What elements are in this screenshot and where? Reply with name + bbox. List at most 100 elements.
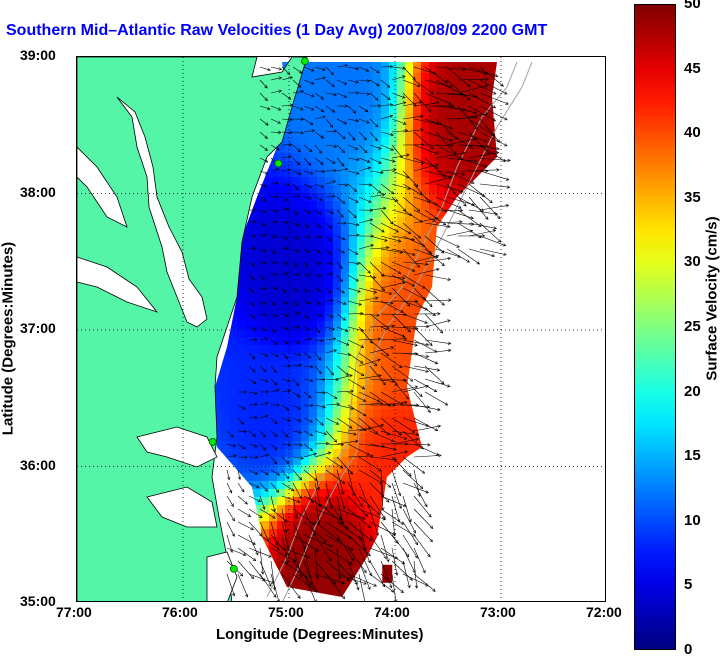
velocity-cell [309,73,318,82]
velocity-cell [525,241,534,250]
velocity-cell [405,409,414,418]
velocity-cell [365,433,374,442]
velocity-cell [269,185,278,194]
velocity-arrow [347,131,356,141]
velocity-cell [557,489,566,498]
velocity-cell [229,481,238,490]
velocity-cell [517,241,526,250]
velocity-cell [301,321,310,330]
velocity-cell [541,521,550,530]
velocity-cell [269,201,278,210]
velocity-cell [301,593,310,597]
velocity-cell [509,305,518,314]
velocity-cell [517,473,526,482]
velocity-cell [525,129,534,138]
velocity-cell [373,473,382,482]
arrow-head [492,91,497,95]
velocity-arrow [303,118,314,126]
velocity-cell [533,497,542,506]
velocity-cell [557,441,566,450]
velocity-cell [493,505,497,514]
velocity-cell [389,417,398,426]
velocity-cell [413,273,422,282]
velocity-cell [213,385,222,394]
velocity-cell [533,505,542,514]
velocity-cell [365,417,374,426]
velocity-cell [533,97,542,106]
velocity-cell [557,585,566,594]
velocity-cell [557,545,566,554]
velocity-cell [525,473,534,482]
arrow-head [427,108,431,112]
velocity-cell [245,289,254,298]
velocity-cell [197,601,206,602]
velocity-cell [309,337,318,346]
velocity-cell [309,585,318,594]
velocity-cell [597,161,606,170]
velocity-cell [485,393,494,402]
velocity-cell [557,249,566,258]
velocity-cell [485,241,494,250]
velocity-cell [381,297,390,306]
velocity-cell [557,425,566,434]
arrow-head [288,142,293,147]
velocity-cell [445,377,454,386]
velocity-cell [597,473,606,482]
velocity-cell [557,473,566,482]
velocity-cell [365,233,374,242]
velocity-cell [557,193,566,202]
velocity-cell [437,281,446,290]
velocity-cell [461,145,470,154]
velocity-cell [373,257,382,266]
velocity-cell [269,337,278,346]
velocity-cell [397,161,406,170]
velocity-cell [357,193,366,202]
velocity-cell [533,425,542,434]
velocity-cell [317,225,326,234]
velocity-cell [309,441,318,450]
velocity-cell [349,145,358,154]
velocity-arrow [270,66,282,70]
velocity-cell [549,513,558,522]
map-canvas[interactable] [77,57,606,602]
velocity-cell [557,505,566,514]
velocity-cell [269,65,278,74]
velocity-cell [477,209,486,218]
velocity-cell [269,353,278,362]
velocity-cell [397,201,406,210]
velocity-cell [237,377,246,386]
velocity-cell [357,105,366,114]
velocity-cell [501,553,510,562]
velocity-cell [269,297,278,306]
velocity-cell [605,601,606,602]
velocity-arrow [468,131,490,155]
velocity-arrow [314,131,324,139]
velocity-cell [349,121,358,130]
velocity-cell [493,62,497,66]
arrow-head [289,117,294,122]
velocity-cell [605,377,606,386]
velocity-cell [557,345,566,354]
velocity-cell [517,433,526,442]
velocity-cell [549,249,558,258]
velocity-cell [477,265,486,274]
arrow-head [484,112,489,116]
map-plot-area[interactable] [76,56,606,602]
velocity-cell [213,377,222,386]
velocity-cell [269,209,278,218]
velocity-cell [317,305,326,314]
velocity-cell [565,417,574,426]
velocity-cell [533,273,542,282]
velocity-cell [581,441,590,450]
velocity-cell [605,137,606,146]
velocity-cell [533,473,542,482]
velocity-arrow [402,66,416,80]
velocity-arrow [314,144,322,154]
velocity-cell [549,105,558,114]
velocity-cell [573,305,582,314]
velocity-cell [541,433,550,442]
velocity-cell [429,593,438,597]
velocity-cell [301,313,310,322]
velocity-cell [517,545,526,554]
velocity-cell [557,169,566,178]
